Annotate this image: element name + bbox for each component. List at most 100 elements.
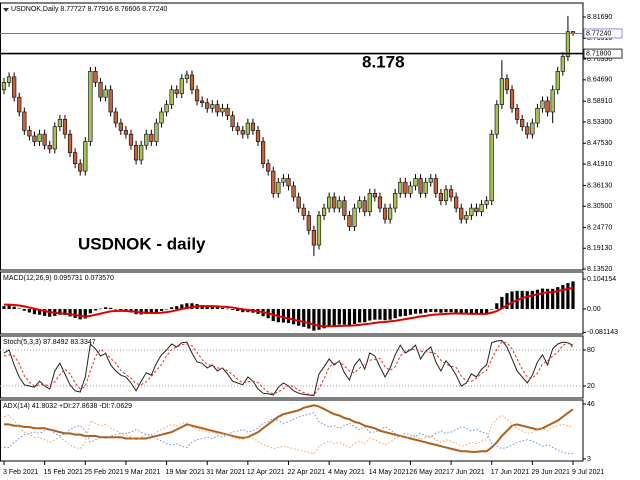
histogram-bar: [327, 309, 331, 327]
candle-body: [560, 56, 565, 72]
histogram-bar: [566, 283, 570, 310]
panel: [0, 399, 584, 462]
candle-body: [184, 74, 189, 80]
candle-body: [128, 133, 134, 146]
candle-body: [108, 89, 113, 113]
histogram-bar: [469, 309, 473, 315]
histogram-bar: [347, 309, 352, 326]
x-tick-label: 4 May 2021: [328, 469, 365, 476]
y-tick-label: 0.104154: [587, 276, 616, 283]
candle-body: [52, 126, 57, 150]
y-tick-label: 8.30500: [587, 203, 612, 210]
candle-body: [509, 89, 515, 109]
candle-body: [403, 181, 408, 194]
candle-body: [469, 207, 474, 216]
y-tick-label: 8.58910: [587, 98, 612, 105]
histogram-bar: [342, 309, 346, 325]
candle-body: [306, 215, 311, 231]
price-label-box: [583, 28, 623, 39]
histogram-bar: [68, 309, 72, 317]
x-tick-label: 25 Feb 2021: [84, 469, 123, 476]
histogram-bar: [170, 307, 174, 310]
candle-body: [215, 104, 220, 113]
x-tick-label: 7 Jun 2021: [450, 469, 485, 476]
candle-body: [118, 122, 123, 131]
histogram-bar: [83, 309, 87, 319]
candle-body: [174, 89, 179, 94]
candle-body: [448, 189, 454, 198]
indicator-title: ADX(14) 41.8032 +DI:27.8638 -DI:7.0629: [3, 403, 132, 410]
histogram-bar: [307, 309, 311, 329]
histogram-bar: [429, 309, 433, 312]
histogram-bar: [154, 309, 159, 313]
candle-body: [88, 71, 93, 142]
x-tick-label: 22 Apr 2021: [288, 469, 326, 476]
candle-body: [316, 215, 322, 246]
candle-body: [388, 207, 393, 220]
indicator-line: [3, 414, 574, 455]
histogram-bar: [434, 309, 438, 313]
x-tick-label: 12 Apr 2021: [247, 469, 285, 476]
histogram-bar: [495, 303, 499, 310]
candle-body: [144, 133, 149, 146]
histogram-bar: [398, 309, 402, 317]
histogram-bar: [22, 309, 26, 311]
candle-body: [154, 122, 159, 142]
candle-body: [347, 215, 352, 227]
histogram-bar: [571, 281, 575, 310]
histogram-bar: [109, 307, 113, 310]
candle-body: [418, 178, 423, 194]
candle-body: [550, 89, 555, 113]
x-tick-label: 31 Mar 2021: [206, 469, 245, 476]
histogram-bar: [505, 293, 509, 310]
candle-body: [37, 133, 42, 142]
histogram-bar: [144, 309, 148, 314]
histogram-bar: [317, 309, 321, 330]
y-tick-label: 8.13520: [587, 266, 612, 273]
candle-body: [367, 192, 372, 213]
candle-body: [398, 181, 403, 194]
candle-body: [428, 178, 433, 183]
candle-body: [464, 215, 469, 220]
candle-body: [311, 229, 317, 246]
histogram-bar: [561, 285, 565, 310]
candle-body: [159, 111, 164, 124]
histogram-bar: [205, 305, 209, 310]
candle-body: [296, 196, 301, 209]
histogram-bar: [231, 309, 235, 310]
candle-body: [433, 178, 438, 194]
candle-body: [179, 78, 184, 94]
histogram-bar: [474, 309, 479, 315]
price-label-box: [583, 48, 623, 59]
histogram-bar: [540, 288, 545, 310]
indicator-line: [4, 404, 574, 453]
candle-body: [57, 119, 62, 128]
y-tick-label: -0.081143: [587, 329, 618, 336]
histogram-bar: [12, 306, 16, 310]
candle-body: [276, 181, 281, 194]
menu-arrow[interactable]: [3, 8, 9, 12]
x-tick-label: 19 Mar 2021: [166, 469, 205, 476]
candle-body: [479, 204, 484, 213]
histogram-bar: [352, 309, 357, 324]
histogram-bar: [358, 309, 362, 323]
candle-body: [27, 130, 32, 137]
x-tick-label: 14 May 2021: [369, 469, 410, 476]
histogram-bar: [418, 309, 423, 314]
histogram-bar: [175, 306, 179, 310]
histogram-bar: [454, 309, 458, 313]
panel-frame: [0, 2, 584, 271]
candle-body: [260, 141, 266, 165]
histogram-bar: [180, 304, 184, 310]
histogram-bar: [530, 290, 534, 310]
histogram-bar: [464, 309, 468, 315]
candle-body: [565, 31, 571, 57]
candle-body: [459, 207, 464, 220]
chart-title: USDNOK,Daily 8.77727 8.77916 8.76606 8.7…: [11, 6, 168, 13]
histogram-bar: [220, 307, 225, 310]
candle-body: [17, 96, 22, 113]
histogram-bar: [159, 309, 164, 312]
candle-body: [301, 207, 306, 216]
histogram-bar: [378, 309, 382, 320]
histogram-bar: [545, 288, 550, 310]
